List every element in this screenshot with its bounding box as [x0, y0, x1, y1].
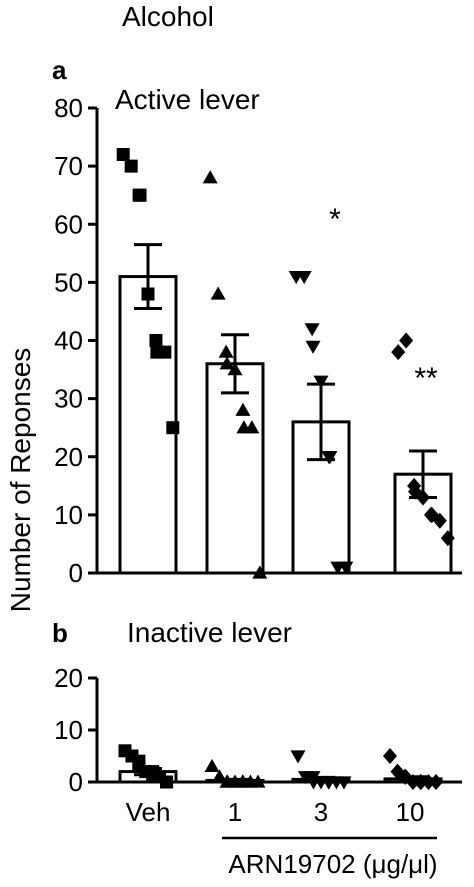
panel-a-point-3 — [432, 512, 447, 529]
panel-a-point-0 — [158, 345, 172, 359]
panel-b-point-1 — [250, 774, 266, 788]
panel-a-point-1 — [218, 344, 234, 358]
y-axis-label: Number of Reponses — [5, 348, 36, 613]
panel-a-ytick-label: 80 — [54, 93, 83, 123]
panel-a-point-1 — [202, 170, 218, 184]
panel-a-point-2 — [338, 561, 354, 575]
panel-b-point-2 — [336, 776, 352, 790]
panel-a-point-2 — [313, 375, 329, 389]
panel-a-point-3 — [391, 344, 406, 361]
panel-a-point-1 — [252, 565, 268, 579]
panel-b-point-2 — [290, 750, 306, 764]
panel-b-xtick-label-0: Veh — [126, 797, 171, 827]
panel-b-point-3 — [429, 774, 443, 790]
panel-b-point-1 — [204, 758, 220, 773]
panel-a-point-1 — [210, 286, 226, 300]
panel-b-point-3 — [406, 774, 420, 790]
panel-b-point-3 — [421, 774, 436, 790]
panel-a-point-0 — [149, 334, 163, 347]
panel-a-significance-3: ** — [414, 362, 438, 395]
panel-a-point-2 — [304, 323, 320, 337]
panel-b-xtick-label-2: 3 — [314, 797, 328, 827]
panel-a-ytick-label: 10 — [54, 500, 83, 530]
panel-a-ytick-label: 40 — [54, 326, 83, 356]
panel-b-point-1 — [212, 769, 228, 783]
panel-a-point-0 — [166, 421, 180, 435]
panel-a-bar-1 — [205, 362, 265, 575]
panel-a-point-0 — [133, 188, 147, 202]
panel-a-point-1 — [227, 362, 243, 376]
panel-a-ytick-label: 70 — [54, 151, 83, 181]
panel-a-point-3 — [399, 332, 414, 349]
panel-a-point-3 — [416, 489, 430, 506]
group-label: ARN19702 (μg/μl) — [228, 849, 437, 879]
panel-a-significance-2: * — [329, 203, 341, 236]
panel-a-point-1 — [244, 420, 260, 434]
panel-b-xtick-label-1: 1 — [228, 797, 242, 827]
panel-a-point-1 — [235, 402, 251, 416]
panel-a-point-3 — [440, 530, 455, 547]
panel-b-ytick-label: 0 — [69, 767, 83, 797]
panel-a-point-2 — [296, 270, 312, 285]
panel-a-point-2 — [305, 340, 321, 354]
panel-a-ytick-label: 20 — [54, 442, 83, 472]
panel-b-letter: b — [52, 618, 68, 648]
panel-b-ytick-label: 20 — [54, 663, 83, 693]
panel-a-ytick-label: 60 — [54, 209, 83, 239]
panel-b-point-3 — [413, 774, 428, 790]
panel-b-point-0 — [160, 775, 174, 789]
panel-b-point-3 — [383, 748, 397, 764]
panel-a-title: Active lever — [115, 84, 260, 115]
figure-heading: Alcohol — [122, 1, 214, 32]
panel-a-point-1 — [219, 356, 235, 370]
panel-b-xtick-label-3: 10 — [396, 797, 425, 827]
panel-a-point-0 — [141, 287, 155, 301]
panel-a-ytick-label: 30 — [54, 384, 83, 414]
panel-b-title: Inactive lever — [127, 617, 292, 648]
panel-a-point-0 — [124, 159, 138, 173]
panel-a-point-2 — [322, 451, 338, 465]
panel-a-letter: a — [52, 55, 67, 85]
panel-a-point-0 — [116, 148, 130, 161]
panel-b-chart: 0 10 20 Veh 1 3 10 — [54, 663, 462, 827]
panel-b-ytick-label: 10 — [54, 715, 83, 745]
panel-a-ytick-label: 50 — [54, 267, 83, 297]
panel-a-ytick-label: 0 — [69, 558, 83, 588]
